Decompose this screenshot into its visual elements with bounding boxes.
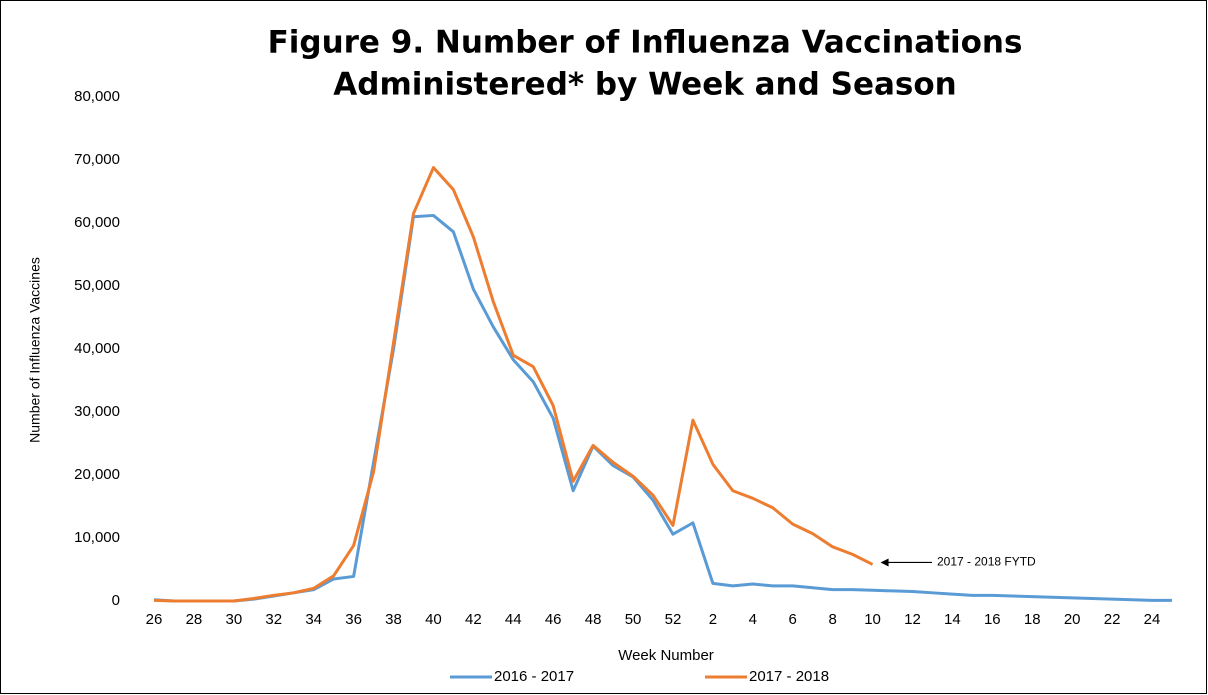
legend-label: 2017 - 2018 <box>749 668 829 685</box>
x-tick-label: 50 <box>625 611 642 628</box>
y-axis-label: Number of Influenza Vaccines <box>27 257 43 443</box>
x-tick-label: 2 <box>709 611 717 628</box>
series-line <box>153 166 874 603</box>
x-tick-label: 8 <box>828 611 836 628</box>
y-tick-label: 70,000 <box>74 151 120 168</box>
x-tick-label: 52 <box>665 611 682 628</box>
x-tick-label: 48 <box>585 611 602 628</box>
x-tick-label: 32 <box>265 611 282 628</box>
chart-title: Administered* by Week and Season <box>333 67 956 103</box>
y-tick-label: 80,000 <box>74 88 120 105</box>
x-tick-label: 6 <box>789 611 797 628</box>
x-tick-label: 4 <box>749 611 757 628</box>
x-tick-label: 42 <box>465 611 482 628</box>
x-tick-label: 38 <box>385 611 402 628</box>
x-tick-label: 34 <box>305 611 322 628</box>
y-tick-label: 40,000 <box>74 340 120 357</box>
x-tick-label: 20 <box>1064 611 1081 628</box>
x-tick-label: 14 <box>944 611 961 628</box>
chart-title: Figure 9. Number of Influenza Vaccinatio… <box>268 25 1023 61</box>
y-tick-label: 60,000 <box>74 214 120 231</box>
x-tick-label: 36 <box>345 611 362 628</box>
x-tick-label: 10 <box>864 611 881 628</box>
legend-label: 2016 - 2017 <box>494 668 574 685</box>
x-tick-label: 28 <box>186 611 203 628</box>
x-tick-label: 22 <box>1104 611 1121 628</box>
x-axis-label: Week Number <box>618 647 714 664</box>
y-tick-label: 0 <box>112 592 120 609</box>
y-tick-label: 10,000 <box>74 529 120 546</box>
x-tick-label: 26 <box>146 611 163 628</box>
annotation-arrowhead <box>880 558 889 567</box>
x-tick-label: 24 <box>1144 611 1161 628</box>
y-tick-label: 30,000 <box>74 403 120 420</box>
x-tick-label: 44 <box>505 611 522 628</box>
y-tick-label: 50,000 <box>74 277 120 294</box>
x-tick-label: 30 <box>225 611 242 628</box>
x-tick-label: 18 <box>1024 611 1041 628</box>
series-line <box>153 213 1172 603</box>
x-tick-label: 40 <box>425 611 442 628</box>
x-tick-label: 46 <box>545 611 562 628</box>
x-tick-label: 12 <box>904 611 921 628</box>
annotation: 2017 - 2018 FYTD <box>937 555 1036 569</box>
y-tick-label: 20,000 <box>74 466 120 483</box>
x-tick-label: 16 <box>984 611 1001 628</box>
